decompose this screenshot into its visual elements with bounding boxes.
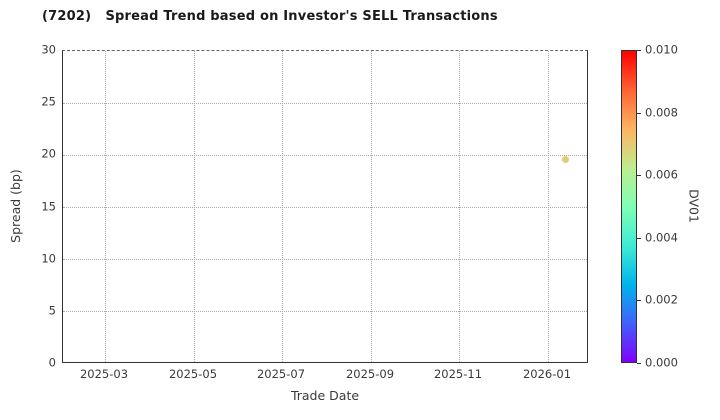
colorbar-gradient <box>621 50 637 363</box>
colorbar-tick-label: 0.004 <box>645 230 678 245</box>
x-tick-label: 2025-05 <box>168 367 218 381</box>
colorbar-tick-label: 0.000 <box>645 355 678 370</box>
colorbar-tick-label: 0.010 <box>645 42 678 57</box>
colorbar-tick-label: 0.002 <box>645 292 678 307</box>
y-tick-label: 5 <box>48 303 56 318</box>
gridline-h-10 <box>63 259 587 260</box>
y-tick-label: 20 <box>41 146 56 161</box>
colorbar-tick-mark <box>637 113 641 114</box>
y-tick-label: 10 <box>41 251 56 266</box>
chart-title: (7202) Spread Trend based on Investor's … <box>42 9 498 24</box>
colorbar-axis-label: DV01 <box>686 189 702 223</box>
colorbar-tick-mark <box>637 363 641 364</box>
y-tick-label: 15 <box>41 199 56 214</box>
gridline-v-2025-05 <box>194 51 195 362</box>
colorbar-tick-mark <box>637 175 641 176</box>
gridline-h-25 <box>63 103 587 104</box>
colorbar-tick-mark <box>637 50 641 51</box>
colorbar-tick-label: 0.008 <box>645 105 678 120</box>
x-axis-label: Trade Date <box>290 387 360 403</box>
gridline-v-2025-07 <box>282 51 283 362</box>
y-tick-label: 25 <box>41 94 56 109</box>
x-tick-label: 2025-11 <box>433 367 483 381</box>
gridline-v-2025-09 <box>371 51 372 362</box>
x-tick-label: 2025-09 <box>345 367 395 381</box>
gridline-v-2026-01 <box>548 51 549 362</box>
gridline-h-15 <box>63 207 587 208</box>
y-axis-label: Spread (bp) <box>7 169 23 243</box>
x-tick-label: 2025-03 <box>79 367 129 381</box>
gridline-v-2025-11 <box>459 51 460 362</box>
y-tick-label: 30 <box>41 42 56 57</box>
x-tick-label: 2026-01 <box>522 367 572 381</box>
colorbar-tick-mark <box>637 300 641 301</box>
x-tick-label: 2025-07 <box>256 367 306 381</box>
gridline-h-20 <box>63 155 587 156</box>
colorbar-tick-label: 0.006 <box>645 167 678 182</box>
y-tick-label: 0 <box>48 355 56 370</box>
scatter-data-point <box>562 155 569 163</box>
gridline-v-2025-03 <box>105 51 106 362</box>
gridline-h-5 <box>63 311 587 312</box>
plot-area <box>62 50 588 363</box>
colorbar-tick-mark <box>637 238 641 239</box>
